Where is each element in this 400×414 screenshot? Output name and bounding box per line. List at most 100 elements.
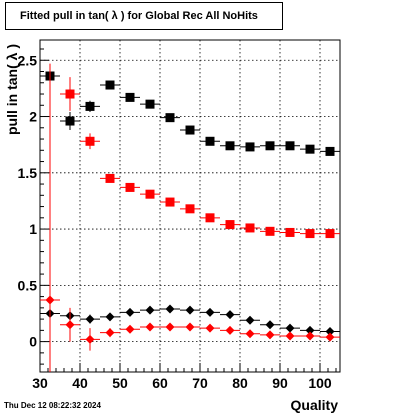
data-point (220, 310, 240, 320)
x-tick-label: 100 (308, 375, 332, 391)
data-point (240, 142, 260, 152)
diamond-marker (185, 322, 195, 332)
diamond-marker (65, 320, 75, 330)
diamond-marker (225, 310, 235, 320)
diamond-marker (145, 305, 155, 315)
data-point (300, 331, 320, 341)
data-point (220, 141, 240, 151)
data-point (120, 307, 140, 317)
square-marker (105, 173, 115, 183)
square-marker (305, 144, 315, 154)
data-point (160, 322, 180, 332)
diamond-marker (265, 320, 275, 330)
y-tick-label: 0.5 (18, 277, 38, 293)
square-marker (245, 142, 255, 152)
x-tick-label: 40 (72, 375, 88, 391)
data-point (60, 77, 80, 111)
diamond-marker (305, 325, 315, 335)
x-tick-label: 70 (192, 375, 208, 391)
data-point (200, 307, 220, 317)
y-tick-label: 2.5 (18, 52, 38, 68)
diamond-marker (85, 314, 95, 324)
square-marker (125, 92, 135, 102)
square-marker (285, 141, 295, 151)
diamond-marker (85, 334, 95, 344)
data-point (260, 226, 280, 236)
diamond-marker (105, 312, 115, 322)
square-marker (225, 141, 235, 151)
data-point (280, 323, 300, 333)
y-tick-label: 0 (29, 334, 37, 350)
x-tick-label: 30 (32, 375, 48, 391)
square-marker (205, 213, 215, 223)
data-point (120, 324, 140, 334)
diamond-marker (125, 324, 135, 334)
square-marker (125, 182, 135, 192)
y-tick-label: 1.5 (18, 165, 38, 181)
y-tick-label: 2 (29, 109, 37, 125)
data-point (140, 322, 160, 332)
diamond-marker (165, 304, 175, 314)
square-marker (265, 226, 275, 236)
data-point (140, 189, 160, 199)
data-point (280, 331, 300, 341)
data-point (240, 329, 260, 339)
square-marker (245, 223, 255, 233)
square-marker (325, 146, 335, 156)
axis-ticks (39, 48, 337, 372)
diamond-marker (325, 332, 335, 342)
diamond-marker (185, 305, 195, 315)
diamond-marker (205, 323, 215, 333)
data-point (80, 328, 100, 351)
square-marker (185, 125, 195, 135)
data-point (300, 144, 320, 154)
square-marker (65, 116, 75, 126)
data-point (180, 125, 200, 135)
square-marker (65, 89, 75, 99)
square-marker (285, 227, 295, 237)
diamond-marker (105, 328, 115, 338)
data-point (320, 229, 340, 239)
data-point (140, 99, 160, 109)
diamond-marker (165, 322, 175, 332)
data-point (40, 63, 60, 372)
data-point (320, 146, 340, 156)
diamond-marker (205, 307, 215, 317)
square-marker (305, 229, 315, 239)
square-marker (165, 113, 175, 123)
data-point (100, 312, 120, 322)
diamond-marker (265, 330, 275, 340)
square-marker (145, 189, 155, 199)
timestamp: Thu Dec 12 08:22:32 2024 (4, 401, 101, 410)
diamond-marker (305, 331, 315, 341)
data-point (260, 141, 280, 151)
diamond-marker (245, 329, 255, 339)
data-point (80, 314, 100, 324)
data-point (120, 92, 140, 102)
y-tick-label: 1 (29, 221, 37, 237)
diamond-marker (125, 307, 135, 317)
diamond-marker (285, 331, 295, 341)
data-point (320, 332, 340, 342)
data-point (180, 204, 200, 214)
data-point (240, 223, 260, 233)
data-point (100, 328, 120, 338)
x-tick-label: 60 (152, 375, 168, 391)
data-point (100, 173, 120, 183)
data-point (220, 220, 240, 230)
axis-tick-labels: 30 40 50 60 70 80 90 100 0 0.5 1 1.5 2 2.5 (18, 52, 332, 391)
data-markers (40, 63, 340, 372)
data-point (120, 182, 140, 192)
data-point (300, 229, 320, 239)
data-point (80, 133, 100, 150)
square-marker (165, 197, 175, 207)
data-point (320, 326, 340, 336)
data-point (200, 213, 220, 223)
square-marker (225, 220, 235, 230)
data-point (60, 307, 80, 342)
data-point (80, 100, 100, 113)
square-marker (185, 204, 195, 214)
data-point (160, 304, 180, 314)
data-point (300, 325, 320, 335)
